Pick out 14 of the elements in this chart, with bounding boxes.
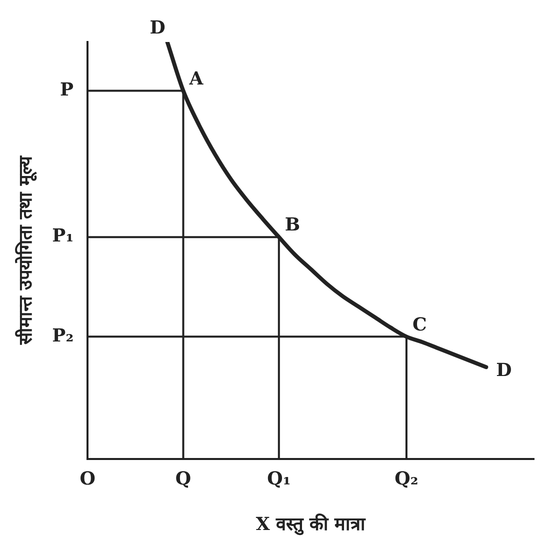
y-axis-title: सीमान्त उपयोगिता तथा मूल्य	[14, 154, 38, 346]
text: P	[60, 79, 74, 100]
x-axis-title: X वस्तु की मात्रा	[256, 512, 367, 536]
annotation: C	[412, 314, 427, 336]
x-tick-label: Q₁	[267, 468, 291, 490]
x-tick-label: O	[80, 468, 96, 490]
text: D	[150, 18, 166, 39]
annotation: B	[284, 214, 300, 236]
text: P₂	[52, 325, 74, 346]
x-tick-label: Q	[175, 468, 192, 490]
annotation: A	[188, 68, 204, 90]
text: P₁	[52, 226, 74, 247]
x-tick-label: Q₂	[394, 468, 418, 490]
annotation: D	[496, 360, 512, 381]
